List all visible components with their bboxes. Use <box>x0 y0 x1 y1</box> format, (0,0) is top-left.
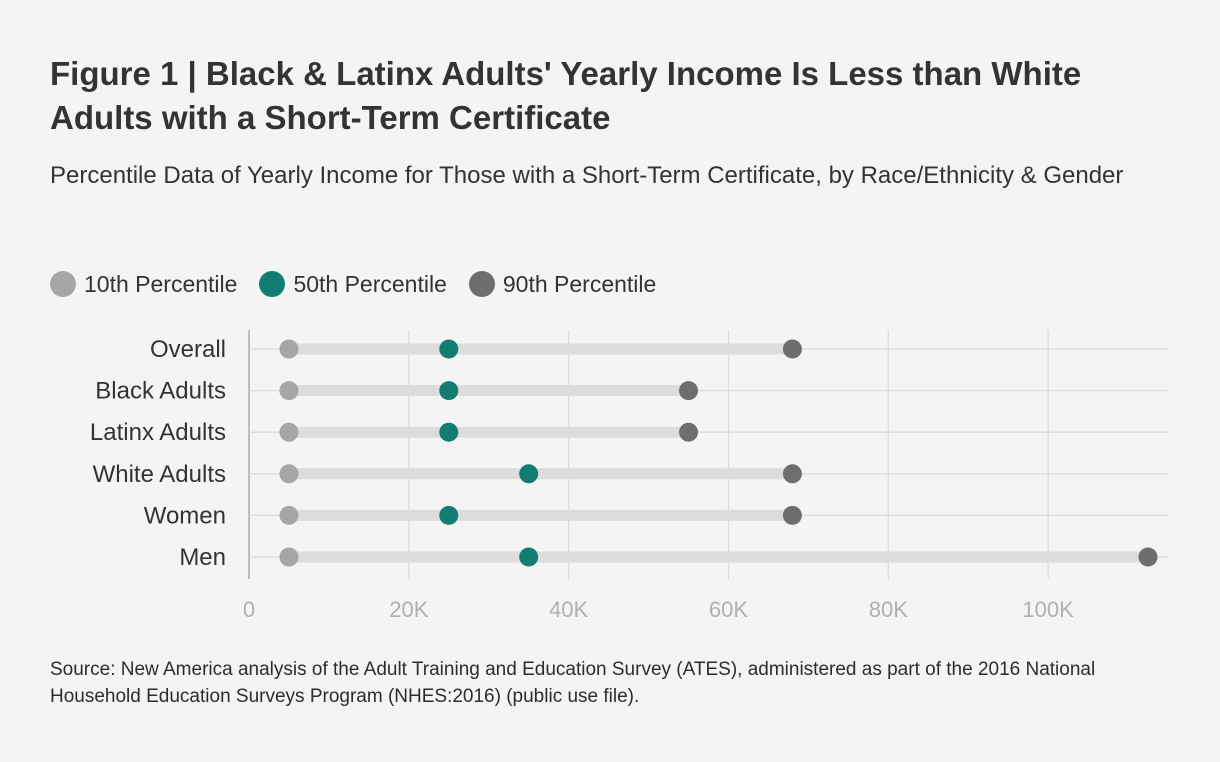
legend-swatch-p90 <box>468 271 495 297</box>
dot-p90 <box>679 381 699 401</box>
dot-p50 <box>439 381 459 401</box>
dot-p90 <box>782 464 802 484</box>
dot-p90 <box>679 422 699 442</box>
dot-p50 <box>519 547 539 567</box>
legend-label-p10: 10th Percentile <box>84 270 238 297</box>
dot-p10 <box>279 422 299 442</box>
legend-swatch-p10 <box>50 271 76 297</box>
category-label: Black Adults <box>95 378 226 405</box>
x-tick-label: 0 <box>243 597 255 622</box>
dot-p10 <box>279 381 299 401</box>
x-tick-label: 40K <box>549 597 588 622</box>
dot-p90 <box>782 505 802 525</box>
legend-label-p50: 50th Percentile <box>293 270 447 297</box>
dot-p10 <box>279 339 299 359</box>
dot-p50 <box>439 422 459 442</box>
dot-p50 <box>439 505 459 525</box>
dot-p10 <box>279 505 299 525</box>
legend-swatch-p50 <box>259 271 286 297</box>
dot-p90 <box>782 339 802 359</box>
dot-p50 <box>439 339 459 359</box>
x-tick-label: 80K <box>869 597 908 622</box>
x-tick-label: 60K <box>709 597 748 622</box>
x-tick-label: 20K <box>389 597 428 622</box>
category-label: White Adults <box>93 461 226 488</box>
category-label: Overall <box>150 336 226 363</box>
chart-subtitle: Percentile Data of Yearly Income for Tho… <box>50 162 1124 189</box>
category-label: Men <box>179 544 226 571</box>
legend: 10th Percentile 50th Percentile 90th Per… <box>50 268 678 300</box>
dot-p90 <box>1138 547 1158 567</box>
legend-item-p90: 90th Percentile <box>468 270 657 298</box>
x-tick-label: 100K <box>1022 597 1074 622</box>
legend-item-p50: 50th Percentile <box>259 270 447 298</box>
dot-p10 <box>279 547 299 567</box>
chart-title: Figure 1 | Black & Latinx Adults' Yearly… <box>50 55 1082 136</box>
legend-item-p10: 10th Percentile <box>50 271 237 298</box>
dot-p10 <box>279 464 299 484</box>
source-note: Source: New America analysis of the Adul… <box>50 659 1096 707</box>
category-label: Latinx Adults <box>90 419 226 446</box>
legend-label-p90: 90th Percentile <box>502 270 657 297</box>
category-label: Women <box>144 502 226 529</box>
dot-p50 <box>519 464 539 484</box>
